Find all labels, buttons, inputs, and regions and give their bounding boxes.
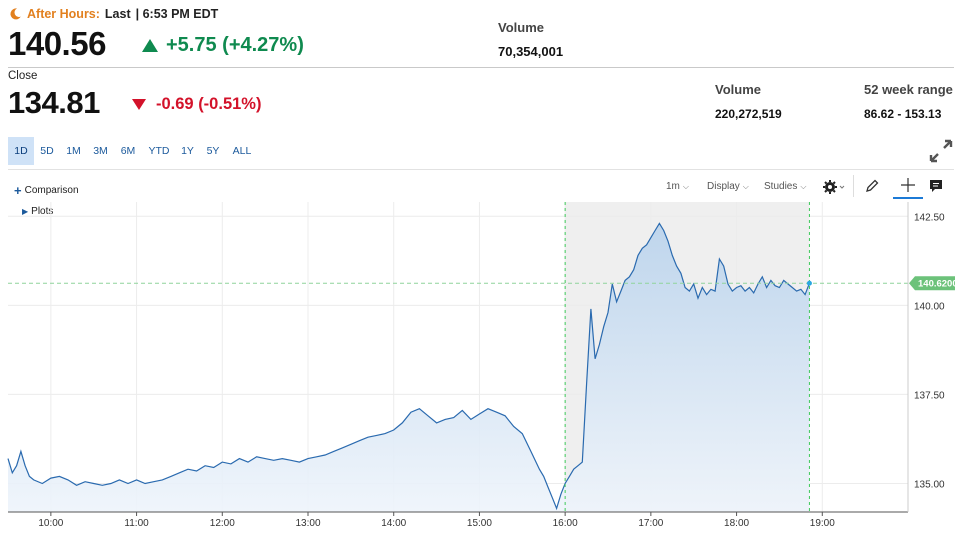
y-tick-label: 140.00 [914,301,945,312]
x-tick-label: 15:00 [467,518,492,529]
x-tick-label: 11:00 [124,518,149,529]
after-hours-change: +5.75 (+4.27%) [142,34,304,57]
divider [8,67,954,68]
range-ytd[interactable]: YTD [148,145,170,157]
x-tick-label: 10:00 [38,518,63,529]
chevron-down-icon: ⌵ [742,181,749,191]
current-price-label: 140.6200 [918,279,958,290]
after-hours-time: | 6:53 PM EDT [135,7,219,21]
range-5d[interactable]: 5D [40,145,54,157]
range-selector: 1D 5D 1M 3M 6M YTD 1Y 5Y ALL [8,137,257,165]
x-tick-label: 19:00 [810,518,835,529]
studies-label: Studies [764,181,798,192]
close-volume-label: Volume [715,82,761,97]
range-1d[interactable]: 1D [8,137,34,165]
range-5y[interactable]: 5Y [206,145,220,157]
interval-label: 1m [666,181,680,192]
expand-icon[interactable] [928,138,954,164]
x-tick-label: 14:00 [381,518,406,529]
close-label: Close [8,70,38,82]
last-price-dot [806,280,812,286]
price-area [8,223,810,512]
after-hours-header: After Hours: Last | 6:53 PM EDT [8,7,218,21]
week-range-label: 52 week range [864,82,953,97]
x-tick-label: 12:00 [210,518,235,529]
x-tick-label: 13:00 [295,518,320,529]
x-tick-label: 18:00 [724,518,749,529]
down-arrow-icon [132,99,146,110]
range-1y[interactable]: 1Y [181,145,194,157]
range-3m[interactable]: 3M [93,145,108,157]
price-line [7,222,810,511]
crosshair-icon [901,178,915,192]
after-hours-volume-label: Volume [498,20,544,35]
chevron-down-icon: ⌵ [682,181,689,191]
after-hours-label: After Hours: [27,7,100,21]
moon-icon [10,8,21,20]
caret-right-icon: ▶ [22,207,29,216]
after-hours-price: 140.56 [8,25,106,62]
week-range-value: 86.62 - 153.13 [864,107,942,121]
x-tick-label: 16:00 [553,518,578,529]
plots-label: Plots [31,206,54,217]
crosshair-tool[interactable] [893,173,923,199]
toolbar-divider [853,175,854,197]
display-label: Display [707,181,740,192]
close-change: -0.69 (-0.51%) [132,95,261,114]
after-hours-last-label: Last [104,7,131,21]
comment-icon[interactable] [928,178,944,194]
after-hours-volume: 70,354,001 [498,44,564,59]
y-tick-label: 142.50 [914,212,945,223]
chevron-down-icon: ⌵ [800,181,807,191]
divider [8,169,954,170]
close-change-value: -0.69 (-0.51%) [156,95,262,113]
plots-toggle[interactable]: ▶ Plots [22,206,53,217]
range-6m[interactable]: 6M [120,145,136,157]
y-tick-label: 135.00 [914,479,945,490]
comparison-button[interactable]: + Comparison [14,183,79,198]
studies-select[interactable]: Studies ⌵ [764,181,806,192]
comparison-label: Comparison [24,185,79,196]
up-arrow-icon [142,39,158,52]
range-all[interactable]: ALL [232,145,252,157]
y-tick-label: 137.50 [914,390,945,401]
plus-icon: + [14,183,22,198]
close-volume: 220,272,519 [715,107,782,121]
gear-icon[interactable] [822,178,846,196]
interval-select[interactable]: 1m ⌵ [666,181,689,192]
close-price: 134.81 [8,85,100,120]
x-tick-label: 17:00 [638,518,663,529]
pencil-icon[interactable] [864,178,880,194]
after-hours-change-value: +5.75 (+4.27%) [166,34,304,56]
current-price-tag [909,276,955,291]
display-select[interactable]: Display ⌵ [707,181,749,192]
range-1m[interactable]: 1M [66,145,81,157]
